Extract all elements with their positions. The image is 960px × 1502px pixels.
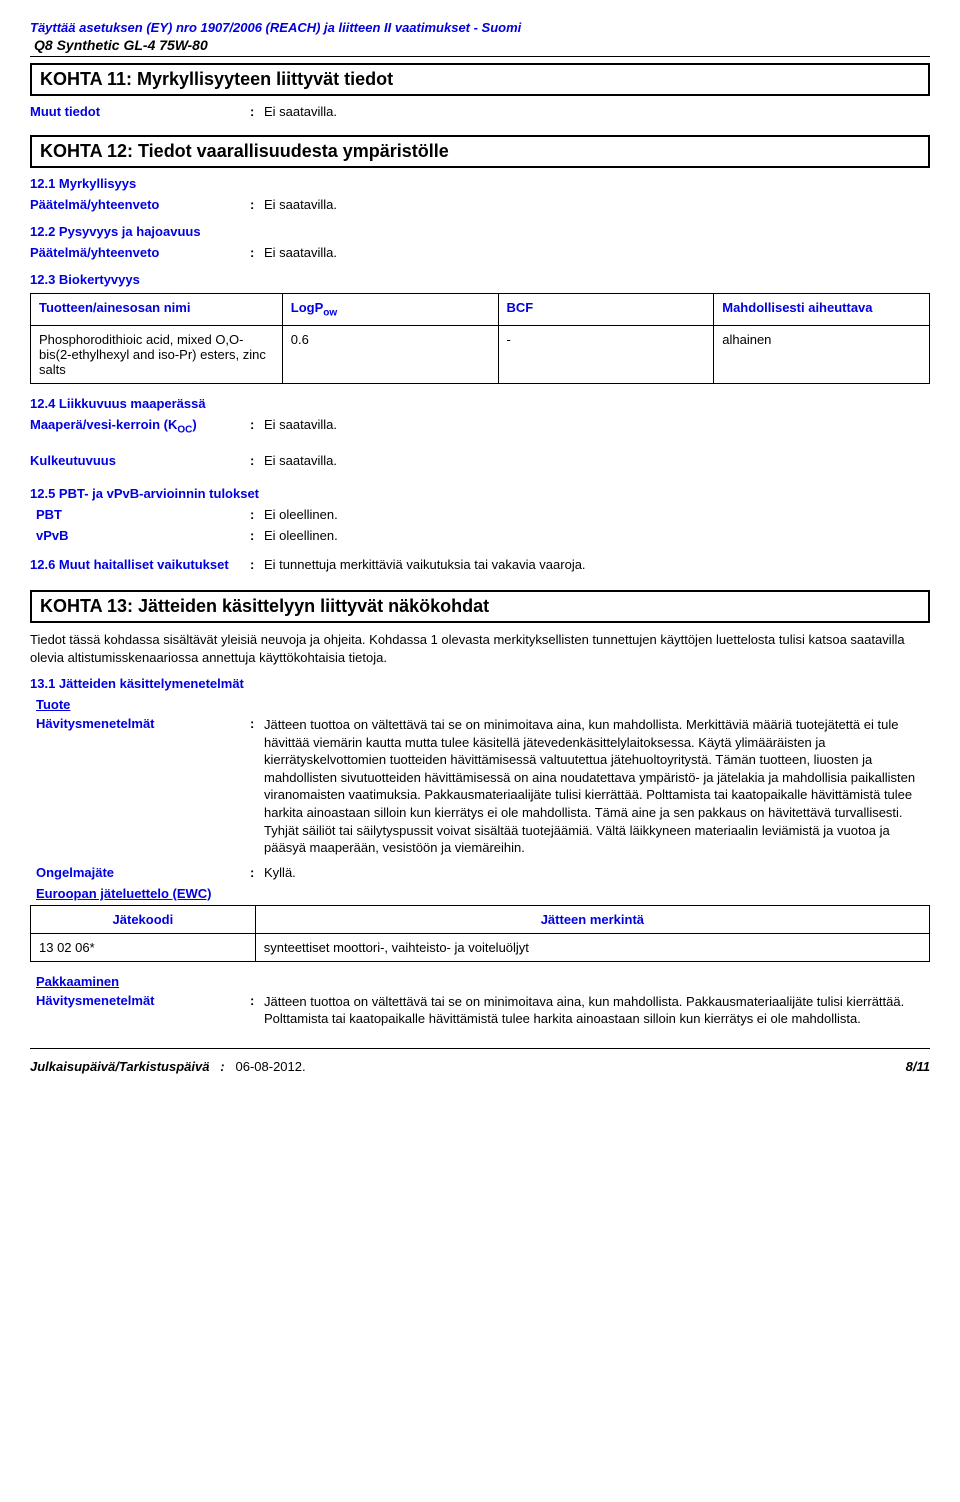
section-12-1-label: Päätelmä/yhteenveto <box>30 197 250 212</box>
section-11-other-label: Muut tiedot <box>30 104 250 119</box>
ewc-th-code: Jätekoodi <box>31 905 256 933</box>
footer-divider <box>30 1048 930 1049</box>
section-12-4b-label: Kulkeutuvuus <box>30 453 250 468</box>
pack-disposal-value: Jätteen tuottoa on vältettävä tai se on … <box>264 993 930 1028</box>
section-12-4-value: Ei saatavilla. <box>264 417 930 436</box>
section-12-1-heading: 12.1 Myrkyllisyys <box>30 176 930 191</box>
section-12-4-label: Maaperä/vesi-kerroin (KOC) <box>30 417 250 436</box>
section-12-1-row: Päätelmä/yhteenveto : Ei saatavilla. <box>30 197 930 212</box>
footer-left: Julkaisupäivä/Tarkistuspäivä : 06-08-201… <box>30 1059 306 1074</box>
packaging-heading: Pakkaaminen <box>30 974 930 989</box>
disposal-value: Jätteen tuottoa on vältettävä tai se on … <box>264 716 930 856</box>
disposal-row: Hävitysmenetelmät : Jätteen tuottoa on v… <box>30 716 930 856</box>
colon: : <box>250 417 264 436</box>
td-name: Phosphorodithioic acid, mixed O,O-bis(2-… <box>31 325 283 383</box>
section-12-box: KOHTA 12: Tiedot vaarallisuudesta ympäri… <box>30 135 930 168</box>
section-11-other-row: Muut tiedot : Ei saatavilla. <box>30 104 930 119</box>
section-12-4b-value: Ei saatavilla. <box>264 453 930 468</box>
section-13-1-heading: 13.1 Jätteiden käsittelymenetelmät <box>30 676 930 691</box>
section-12-5-pbt-value: Ei oleellinen. <box>264 507 930 522</box>
table-row: Phosphorodithioic acid, mixed O,O-bis(2-… <box>31 325 930 383</box>
th-potential: Mahdollisesti aiheuttava <box>714 294 930 326</box>
ewc-code: 13 02 06* <box>31 933 256 961</box>
colon: : <box>250 557 264 572</box>
td-logp: 0.6 <box>282 325 498 383</box>
th-bcf: BCF <box>498 294 714 326</box>
ewc-label: Euroopan jäteluettelo (EWC) <box>30 886 930 901</box>
section-12-5-heading: 12.5 PBT- ja vPvB-arvioinnin tulokset <box>30 486 930 501</box>
ewc-table: Jätekoodi Jätteen merkintä 13 02 06* syn… <box>30 905 930 962</box>
section-12-5-vpvb-label: vPvB <box>36 528 250 543</box>
section-12-2-row: Päätelmä/yhteenveto : Ei saatavilla. <box>30 245 930 260</box>
colon: : <box>250 245 264 260</box>
pack-disposal-row: Hävitysmenetelmät : Jätteen tuottoa on v… <box>30 993 930 1028</box>
section-12-6-row: 12.6 Muut haitalliset vaikutukset : Ei t… <box>30 557 930 572</box>
section-13-intro: Tiedot tässä kohdassa sisältävät yleisiä… <box>30 631 930 666</box>
section-11-title: KOHTA 11: Myrkyllisyyteen liittyvät tied… <box>40 69 920 90</box>
section-12-2-value: Ei saatavilla. <box>264 245 930 260</box>
footer: Julkaisupäivä/Tarkistuspäivä : 06-08-201… <box>30 1059 930 1074</box>
section-12-5-pbt-label: PBT <box>36 507 250 522</box>
section-12-5-pbt-row: PBT : Ei oleellinen. <box>30 507 930 522</box>
ewc-header-row: Jätekoodi Jätteen merkintä <box>31 905 930 933</box>
colon: : <box>250 528 264 543</box>
colon: : <box>250 993 264 1028</box>
section-12-5-vpvb-value: Ei oleellinen. <box>264 528 930 543</box>
ewc-desc: synteettiset moottori-, vaihteisto- ja v… <box>255 933 929 961</box>
section-13-title: KOHTA 13: Jätteiden käsittelyyn liittyvä… <box>40 596 920 617</box>
section-12-1-value: Ei saatavilla. <box>264 197 930 212</box>
section-12-4-heading: 12.4 Liikkuvuus maaperässä <box>30 396 930 411</box>
colon: : <box>250 865 264 880</box>
section-12-3-heading: 12.3 Biokertyvyys <box>30 272 930 287</box>
section-12-6-label: 12.6 Muut haitalliset vaikutukset <box>30 557 250 572</box>
section-12-6-value: Ei tunnettuja merkittäviä vaikutuksia ta… <box>264 557 930 572</box>
section-12-4b-row: Kulkeutuvuus : Ei saatavilla. <box>30 453 930 468</box>
hazwaste-value: Kyllä. <box>264 865 930 880</box>
section-12-2-label: Päätelmä/yhteenveto <box>30 245 250 260</box>
footer-page: 8/11 <box>906 1059 930 1074</box>
td-bcf: - <box>498 325 714 383</box>
section-12-4-row: Maaperä/vesi-kerroin (KOC) : Ei saatavil… <box>30 417 930 436</box>
hazwaste-row: Ongelmajäte : Kyllä. <box>30 865 930 880</box>
colon: : <box>250 716 264 856</box>
product-name: Q8 Synthetic GL-4 75W-80 <box>30 37 930 53</box>
table-header-row: Tuotteen/ainesosan nimi LogPow BCF Mahdo… <box>31 294 930 326</box>
colon: : <box>250 104 264 119</box>
table-row: 13 02 06* synteettiset moottori-, vaihte… <box>31 933 930 961</box>
bioaccumulation-table: Tuotteen/ainesosan nimi LogPow BCF Mahdo… <box>30 293 930 384</box>
ewc-th-desc: Jätteen merkintä <box>255 905 929 933</box>
hazwaste-label: Ongelmajäte <box>36 865 250 880</box>
section-11-box: KOHTA 11: Myrkyllisyyteen liittyvät tied… <box>30 63 930 96</box>
colon: : <box>250 197 264 212</box>
section-12-title: KOHTA 12: Tiedot vaarallisuudesta ympäri… <box>40 141 920 162</box>
header-divider <box>30 56 930 57</box>
th-name: Tuotteen/ainesosan nimi <box>31 294 283 326</box>
disposal-label: Hävitysmenetelmät <box>36 716 250 856</box>
td-potential: alhainen <box>714 325 930 383</box>
pack-disposal-label: Hävitysmenetelmät <box>36 993 250 1028</box>
section-12-5-vpvb-row: vPvB : Ei oleellinen. <box>30 528 930 543</box>
section-11-other-value: Ei saatavilla. <box>264 104 930 119</box>
colon: : <box>250 453 264 468</box>
section-13-box: KOHTA 13: Jätteiden käsittelyyn liittyvä… <box>30 590 930 623</box>
regulation-header: Täyttää asetuksen (EY) nro 1907/2006 (RE… <box>30 20 930 35</box>
section-12-2-heading: 12.2 Pysyvyys ja hajoavuus <box>30 224 930 239</box>
product-heading: Tuote <box>30 697 930 712</box>
colon: : <box>250 507 264 522</box>
th-logp: LogPow <box>282 294 498 326</box>
